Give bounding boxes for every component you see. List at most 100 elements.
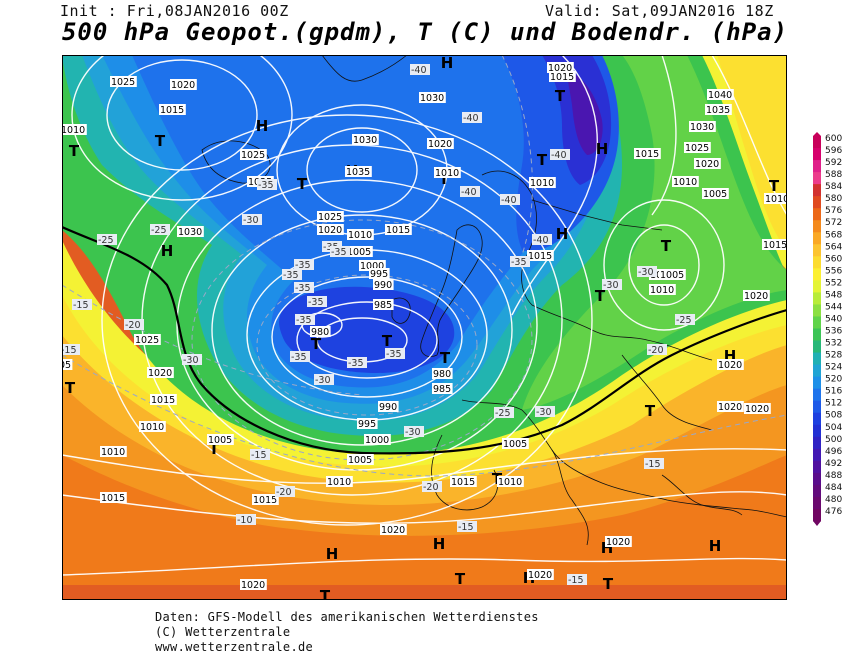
- colorbar-swatch: [813, 136, 821, 149]
- isobar-label: 1015: [762, 239, 787, 251]
- svg-text:1035: 1035: [706, 105, 730, 116]
- svg-text:1020: 1020: [718, 360, 742, 371]
- svg-text:1020: 1020: [241, 580, 265, 591]
- isobar-label: 1015: [159, 104, 186, 116]
- svg-text:-30: -30: [536, 407, 552, 418]
- isotherm-label: -10: [236, 514, 256, 526]
- colorbar-swatch: [813, 220, 821, 233]
- pressure-centers: HHHHHHHHHHHHTTTTTTTTTTTTTTTTTTT: [65, 55, 780, 600]
- colorbar-swatch: [813, 280, 821, 293]
- contour-552: [62, 225, 787, 455]
- svg-text:1020: 1020: [171, 80, 195, 91]
- svg-text:-35: -35: [348, 358, 364, 369]
- isobar-label: 1005: [659, 269, 686, 281]
- svg-text:-15: -15: [568, 575, 584, 586]
- isotherm-label: -30: [182, 354, 202, 366]
- isotherm-label: -35: [282, 269, 302, 281]
- colorbar-label: 508: [825, 411, 842, 421]
- isotherm-label: -20: [275, 486, 295, 498]
- isotherm-label: -15: [457, 521, 477, 533]
- svg-text:1015: 1015: [528, 251, 552, 262]
- high-pressure-marker: H: [433, 535, 446, 553]
- colorbar-swatch: [813, 208, 821, 221]
- isotherm-label: -30: [637, 266, 657, 278]
- high-pressure-marker: H: [326, 545, 339, 563]
- isotherm-label: -35: [294, 282, 314, 294]
- shade-green-light: [522, 55, 787, 410]
- isotherm-label: -30: [404, 426, 424, 438]
- svg-text:1015: 1015: [101, 493, 125, 504]
- svg-text:1025: 1025: [241, 150, 265, 161]
- svg-text:-35: -35: [331, 247, 347, 258]
- colorbar-swatch: [813, 460, 821, 474]
- colorbar-label: 528: [825, 351, 842, 361]
- svg-text:1015: 1015: [635, 149, 659, 160]
- isobar-label: 1020: [427, 138, 454, 150]
- colorbar-label: 536: [825, 327, 842, 337]
- colorbar-label: 512: [825, 399, 842, 409]
- colorbar-swatch: [813, 364, 821, 378]
- isotherm-label: -25: [494, 407, 514, 419]
- svg-text:-15: -15: [62, 345, 77, 356]
- isotherm-label: -40: [550, 149, 570, 161]
- footer-website[interactable]: www.wetterzentrale.de: [155, 640, 314, 654]
- isotherm-label: -30: [242, 214, 262, 226]
- isobar-label: 1035: [345, 166, 372, 178]
- isobar-label: 1010: [347, 229, 374, 241]
- isobar-label: 1010: [649, 284, 676, 296]
- svg-text:-40: -40: [411, 65, 427, 76]
- svg-text:1000: 1000: [360, 261, 384, 272]
- colorbar-label: 504: [825, 423, 842, 433]
- low-pressure-marker: T: [69, 142, 80, 160]
- footer-data-source: Daten: GFS-Modell des amerikanischen Wet…: [155, 610, 539, 624]
- isobar-label: 1020: [147, 367, 174, 379]
- svg-text:1010: 1010: [62, 125, 85, 136]
- colorbar-label: 548: [825, 290, 842, 300]
- svg-text:985: 985: [374, 300, 392, 311]
- svg-text:1025: 1025: [111, 77, 135, 88]
- isotherm-label: -15: [62, 344, 80, 356]
- low-pressure-marker: T: [320, 587, 331, 600]
- isobar-label: 1020: [717, 401, 744, 413]
- colorbar-label: 488: [825, 471, 842, 481]
- colorbar-label: 516: [825, 387, 842, 397]
- isobar-label: 1030: [419, 92, 446, 104]
- svg-text:990: 990: [379, 402, 397, 413]
- low-pressure-marker: T: [297, 175, 308, 193]
- colorbar-swatch: [813, 436, 821, 450]
- isobar-label: 1035: [705, 104, 732, 116]
- svg-text:1020: 1020: [528, 570, 552, 581]
- isotherm-label: -35: [295, 314, 315, 326]
- svg-text:1015: 1015: [151, 395, 175, 406]
- svg-text:1010: 1010: [765, 194, 787, 205]
- isobar-label: 1020: [605, 536, 632, 548]
- svg-text:980: 980: [311, 327, 329, 338]
- colorbar-swatch: [813, 268, 821, 281]
- svg-text:1035: 1035: [346, 167, 370, 178]
- low-pressure-marker: T: [455, 570, 466, 588]
- low-pressure-marker: T: [439, 170, 450, 188]
- isotherm-label: -15: [644, 458, 664, 470]
- high-pressure-marker: H: [556, 225, 569, 243]
- svg-text:1005: 1005: [703, 189, 727, 200]
- colorbar-label: 556: [825, 266, 842, 276]
- colorbar-label: 524: [825, 363, 842, 373]
- colorbar-swatch: [813, 400, 821, 414]
- svg-text:-40: -40: [463, 113, 479, 124]
- isobar-label: 1020: [380, 524, 407, 536]
- svg-text:1020: 1020: [695, 159, 719, 170]
- svg-text:-30: -30: [315, 375, 331, 386]
- svg-text:-35: -35: [295, 260, 311, 271]
- isobar-label: 1015: [385, 224, 412, 236]
- low-pressure-marker: T: [65, 379, 76, 397]
- isotherm-label: -30: [314, 374, 334, 386]
- isobar-label: 1025: [684, 142, 711, 154]
- svg-text:995: 995: [370, 269, 388, 280]
- isobar-labels: 1025102010151010102510251030103510301020…: [62, 62, 787, 591]
- isotherm-label: -35: [290, 351, 310, 363]
- svg-text:-40: -40: [533, 235, 549, 246]
- svg-text:1040: 1040: [708, 90, 732, 101]
- high-pressure-marker: H: [161, 242, 174, 260]
- colorbar: 600 596 592 588 584 580 576 572 568 564 560 556 552 5…: [813, 132, 842, 526]
- isobar-label: 1040: [707, 89, 734, 101]
